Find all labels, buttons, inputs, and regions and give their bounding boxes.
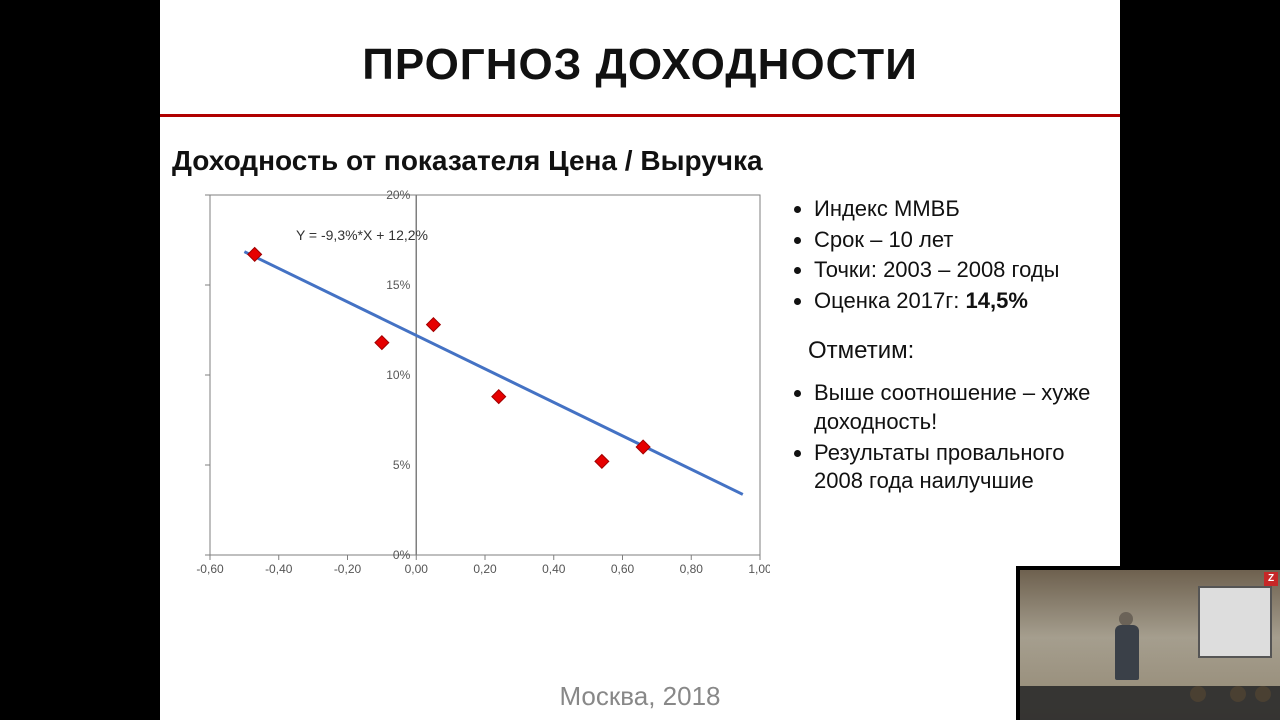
chart-container: 0% 5% 10% 15% 20% -0,60 -0,40 -0,20 0,00 0,20 0,40…: [170, 185, 770, 585]
whiteboard-icon: [1198, 586, 1272, 658]
fact-bold-value: 14,5%: [966, 288, 1028, 313]
webcam-badge-icon: Z: [1264, 572, 1278, 586]
data-point: [595, 454, 609, 468]
plot-border: [210, 195, 760, 555]
slide-body: 0% 5% 10% 15% 20% -0,60 -0,40 -0,20 0,00 0,20 0,40…: [160, 185, 1120, 585]
webcam-overlay: Z: [1020, 570, 1280, 720]
x-tick-label: -0,40: [265, 562, 293, 576]
x-tick-label: 0,00: [405, 562, 429, 576]
x-tick-label: 0,20: [473, 562, 497, 576]
presenter-body-icon: [1115, 625, 1139, 680]
fact-item: Срок – 10 лет: [814, 226, 1112, 255]
y-tick-label: 15%: [386, 278, 410, 292]
facts-list: Индекс ММВБСрок – 10 летТочки: 2003 – 20…: [790, 195, 1112, 315]
audience-head-icon: [1190, 686, 1206, 702]
slide: ПРОГНОЗ ДОХОДНОСТИ Доходность от показат…: [160, 0, 1120, 720]
slide-subtitle: Доходность от показателя Цена / Выручка: [172, 145, 1120, 177]
x-tick-label: 0,40: [542, 562, 566, 576]
fact-item: Точки: 2003 – 2008 годы: [814, 256, 1112, 285]
x-tick-label: 0,80: [680, 562, 704, 576]
data-point: [492, 390, 506, 404]
y-tick-label: 10%: [386, 368, 410, 382]
note-heading: Отметим:: [808, 337, 1112, 365]
note-item: Выше соотношение – хуже доходность!: [814, 379, 1112, 436]
regression-line: [244, 252, 742, 495]
y-tick-label: 20%: [386, 188, 410, 202]
note-item: Результаты провального 2008 года наилучш…: [814, 439, 1112, 496]
audience-head-icon: [1255, 686, 1271, 702]
scatter-chart: 0% 5% 10% 15% 20% -0,60 -0,40 -0,20 0,00 0,20 0,40…: [170, 185, 770, 585]
fact-prefix: Оценка 2017г:: [814, 288, 966, 313]
data-point: [375, 336, 389, 350]
audience-head-icon: [1230, 686, 1246, 702]
regression-label: Y = -9,3%*X + 12,2%: [296, 227, 428, 243]
slide-footer: Москва, 2018: [160, 681, 1120, 712]
x-tick-label: -0,20: [334, 562, 362, 576]
fact-item: Оценка 2017г: 14,5%: [814, 287, 1112, 316]
x-tick-label: 1,00: [748, 562, 770, 576]
x-tick-label: 0,60: [611, 562, 635, 576]
notes-list: Выше соотношение – хуже доходность!Резул…: [790, 379, 1112, 495]
presenter-head-icon: [1119, 612, 1133, 626]
x-tick-label: -0,60: [196, 562, 224, 576]
fact-item: Индекс ММВБ: [814, 195, 1112, 224]
y-tick-label: 5%: [393, 458, 411, 472]
right-column: Индекс ММВБСрок – 10 летТочки: 2003 – 20…: [770, 185, 1120, 518]
y-tick-label: 0%: [393, 548, 411, 562]
slide-title: ПРОГНОЗ ДОХОДНОСТИ: [160, 40, 1120, 90]
data-point: [427, 318, 441, 332]
title-divider: [160, 114, 1120, 117]
